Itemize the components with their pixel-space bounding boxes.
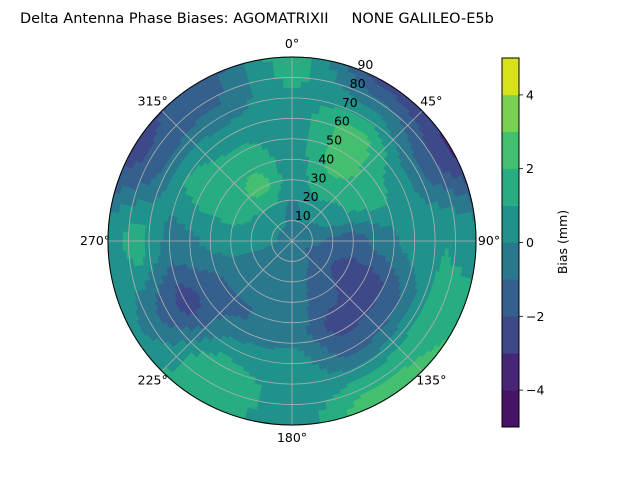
polar-frame — [107, 56, 477, 426]
chart-title: Delta Antenna Phase Biases: AGOMATRIXII … — [20, 11, 494, 27]
contour-level--1-to-0 — [109, 60, 476, 376]
colorbar: −4 −2 0 2 4 — [501, 57, 544, 428]
radial-tick-label: 50 — [326, 133, 342, 148]
angular-gridline — [291, 110, 423, 242]
angular-tick-label: 180° — [277, 430, 307, 445]
angular-gridline — [161, 110, 293, 242]
angular-gridline — [291, 240, 423, 372]
angular-tick-label: 135° — [416, 372, 446, 387]
angular-tick-label: 315° — [138, 94, 168, 109]
colorbar-band — [502, 131, 519, 169]
contour-level--2-to--1 — [113, 65, 473, 360]
angular-gridline — [161, 240, 293, 372]
angular-tick-label: 90° — [478, 233, 500, 248]
colorbar-band — [502, 168, 519, 206]
radial-tick-label: 90 — [357, 57, 373, 72]
angular-tick-label: 225° — [138, 372, 168, 387]
angular-tick-labels: 0° 45° 90° 135° 180° 225° 270° 315° — [80, 36, 500, 445]
colorbar-tick-label: 4 — [526, 87, 534, 102]
colorbar-tick-label: 0 — [526, 235, 534, 250]
angular-tick-label: 270° — [80, 233, 110, 248]
contour-level-0-to-1 — [107, 57, 477, 426]
colorbar-band — [502, 242, 519, 280]
radial-tick-label: 60 — [334, 114, 350, 129]
colorbar-tick-label: 2 — [526, 161, 534, 176]
colorbar-band — [502, 390, 519, 428]
angular-tick-label: 45° — [420, 94, 442, 109]
polar-grid — [107, 56, 477, 426]
colorbar-band — [502, 94, 519, 133]
radial-tick-label: 80 — [350, 76, 366, 91]
contour-level--4-to--3 — [438, 132, 457, 160]
radial-tick-labels: 10 20 30 40 50 60 70 80 90 — [295, 57, 374, 223]
radial-tick-label: 70 — [342, 95, 358, 110]
radial-tick-label: 20 — [303, 189, 319, 204]
colorbar-band — [502, 316, 519, 354]
radial-tick-label: 30 — [311, 170, 327, 185]
angular-tick-label: 0° — [285, 36, 299, 51]
radial-tick-label: 10 — [295, 208, 311, 223]
radial-tick-label: 40 — [318, 151, 334, 166]
colorbar-tick-label: −2 — [526, 309, 544, 324]
colorbar-band — [502, 353, 519, 391]
colorbar-tick-label: −4 — [526, 383, 544, 398]
colorbar-band — [502, 279, 519, 317]
colorbar-band — [502, 205, 519, 243]
colorbar-label: Bias (mm) — [555, 210, 570, 274]
colorbar-band — [502, 58, 519, 96]
